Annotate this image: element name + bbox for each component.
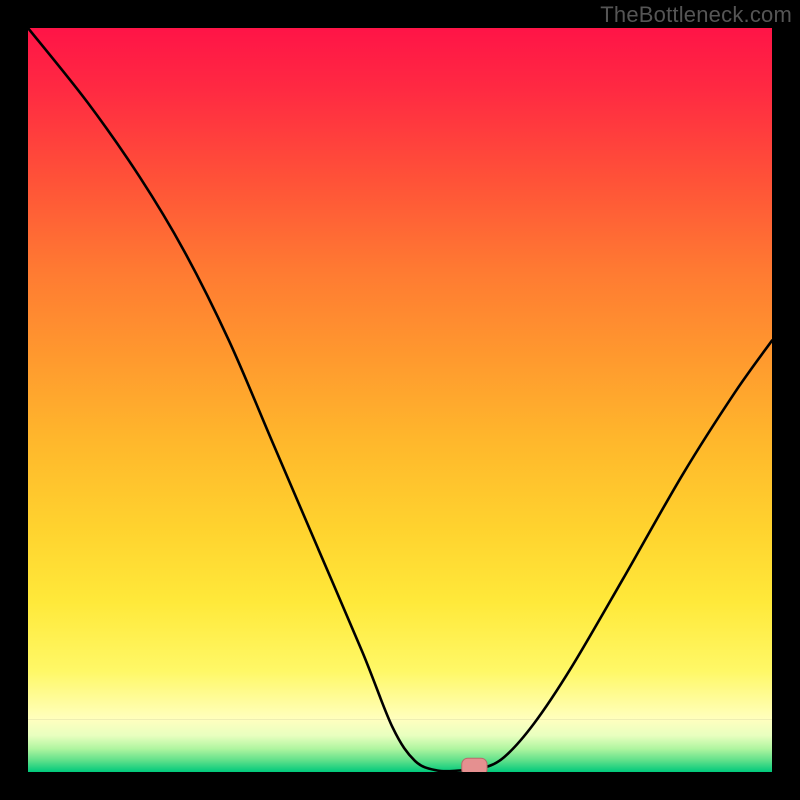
chart-svg (28, 28, 772, 772)
chart-background-main (28, 28, 772, 720)
attribution-watermark: TheBottleneck.com (600, 2, 792, 28)
chart-background-band (28, 720, 772, 772)
optimal-point-marker (462, 758, 487, 772)
chart-stage: TheBottleneck.com (0, 0, 800, 800)
plot-area (28, 28, 772, 772)
